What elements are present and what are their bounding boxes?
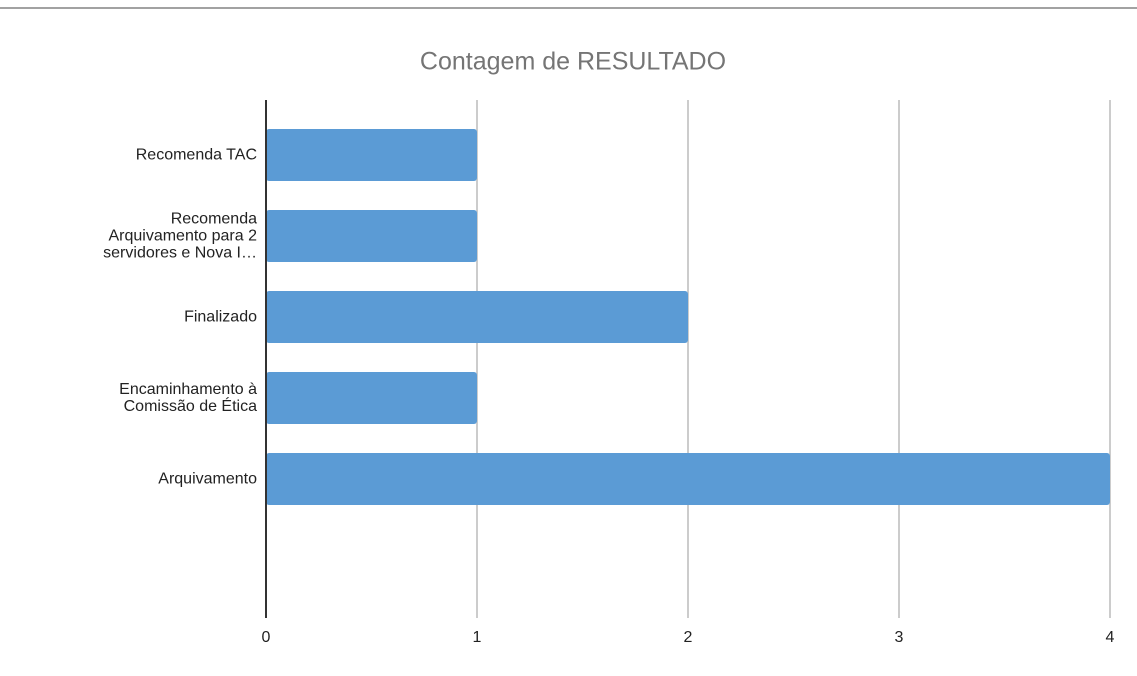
chart-title: Contagem de RESULTADO bbox=[420, 48, 726, 76]
y-tick-label: Recomenda TAC bbox=[135, 146, 257, 164]
y-tick-label: Arquivamento bbox=[158, 470, 257, 488]
y-tick-label: Recomenda Arquivamento para 2 servidores… bbox=[103, 210, 257, 262]
y-tick-label: Finalizado bbox=[184, 308, 257, 326]
bar bbox=[266, 210, 477, 262]
bar bbox=[266, 291, 688, 343]
x-tick-label: 2 bbox=[684, 629, 693, 646]
x-tick-label: 3 bbox=[895, 629, 904, 646]
x-tick-label: 4 bbox=[1106, 629, 1115, 646]
bar bbox=[266, 129, 477, 181]
bar bbox=[266, 453, 1110, 505]
bar bbox=[266, 372, 477, 424]
x-tick-label: 1 bbox=[473, 629, 482, 646]
y-tick-label: Encaminhamento à Comissão de Ética bbox=[119, 381, 257, 415]
x-tick-label: 0 bbox=[262, 629, 271, 646]
